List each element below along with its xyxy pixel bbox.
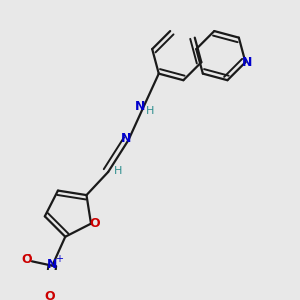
Text: N: N	[242, 56, 252, 69]
Text: +: +	[55, 254, 63, 264]
Text: H: H	[114, 166, 122, 176]
Text: H: H	[146, 106, 154, 116]
Text: O: O	[22, 254, 32, 266]
Text: -: -	[26, 249, 30, 259]
Text: O: O	[44, 290, 55, 300]
Text: N: N	[121, 132, 131, 145]
Text: N: N	[135, 100, 146, 112]
Text: O: O	[89, 217, 100, 230]
Text: N: N	[47, 258, 57, 271]
